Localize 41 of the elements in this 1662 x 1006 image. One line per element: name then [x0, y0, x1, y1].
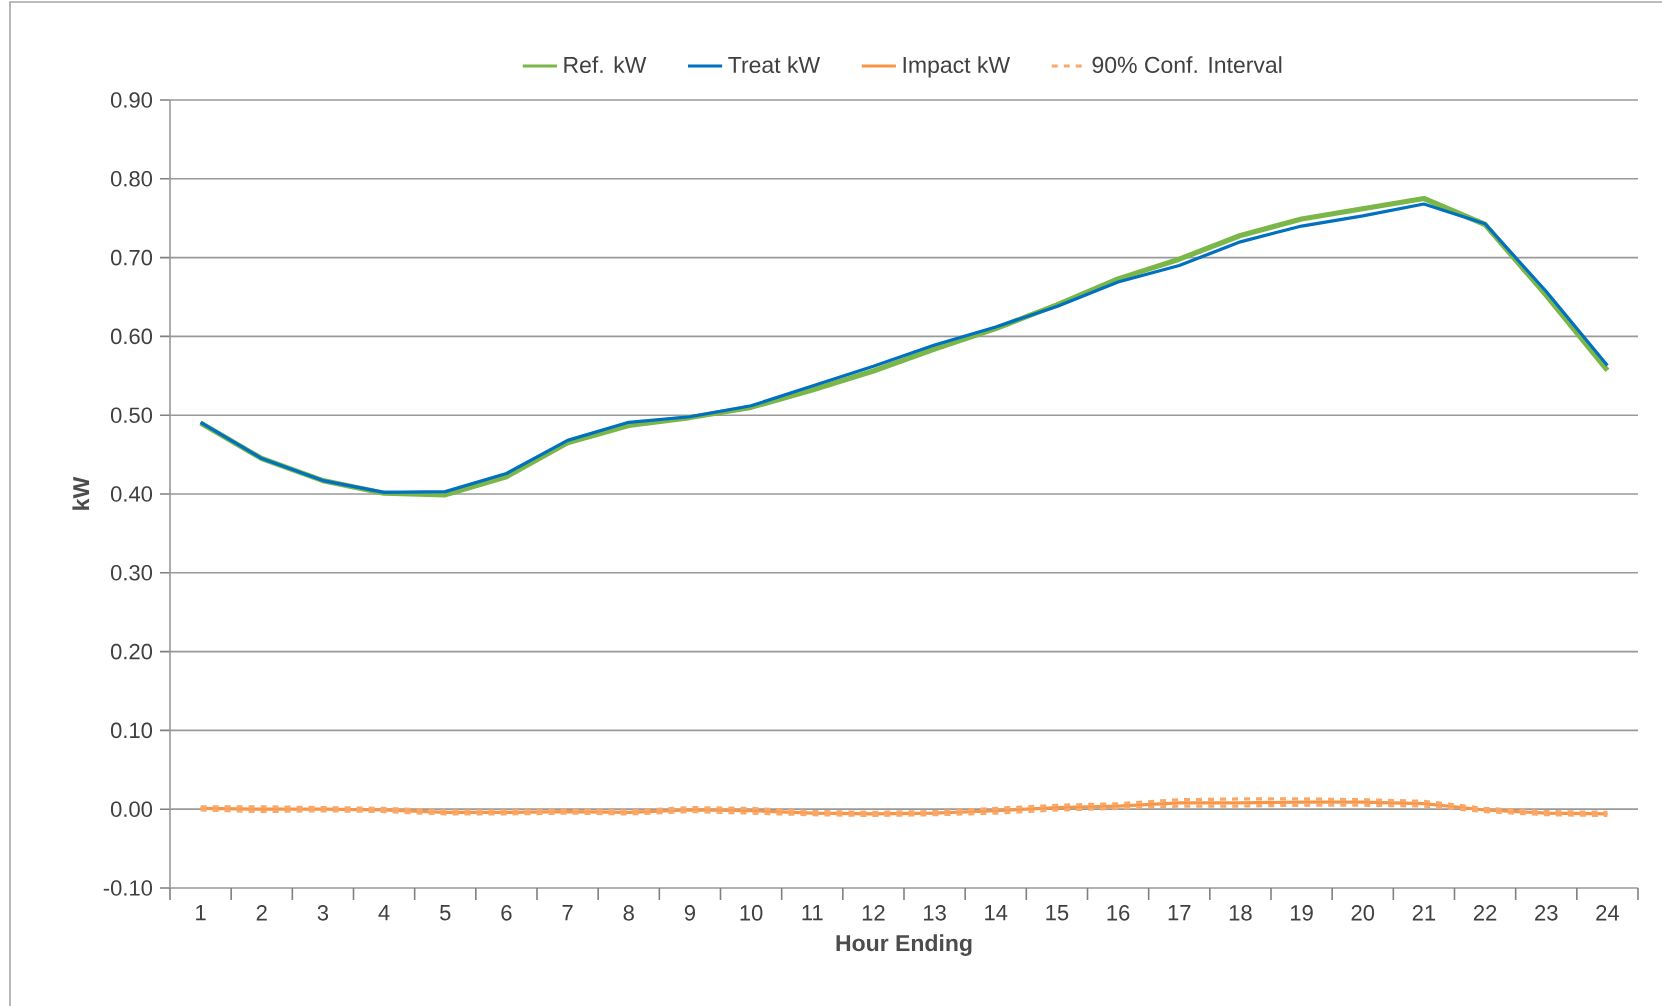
legend-label: Impact kW — [903, 56, 1011, 78]
y-tick-label: 0.60 — [110, 328, 153, 345]
y-tick-label: 0.80 — [110, 171, 153, 187]
y-tick-label: 0.20 — [110, 643, 153, 660]
x-tick-label: 6 — [501, 905, 512, 921]
y-tick-label: 0.70 — [110, 249, 153, 266]
x-tick-label: 4 — [378, 905, 390, 921]
x-tick-label: 10 — [740, 905, 763, 921]
x-tick-label: 18 — [1229, 905, 1252, 921]
x-tick-label: 8 — [623, 905, 634, 921]
x-tick-label: 13 — [924, 905, 946, 921]
x-tick-label: 15 — [1046, 905, 1069, 921]
y-tick-label: 0.00 — [110, 801, 153, 817]
x-tick-label: 20 — [1351, 905, 1375, 921]
x-tick-label: 12 — [862, 905, 885, 921]
x-tick-label: 14 — [985, 905, 1008, 921]
x-tick-label: 1 — [196, 905, 206, 921]
x-tick-label: 21 — [1412, 905, 1436, 921]
legend-label: Treat kW — [728, 56, 821, 74]
x-axis-title: Hour Ending — [836, 934, 972, 956]
x-tick-label: 16 — [1107, 905, 1130, 921]
x-tick-label: 24 — [1596, 905, 1619, 921]
x-tick-label: 5 — [440, 905, 451, 921]
y-tick-label: 0.40 — [110, 486, 153, 502]
y-tick-label: 0.10 — [110, 722, 153, 739]
x-tick-label: 23 — [1535, 905, 1558, 921]
y-tick-label: 0.90 — [110, 92, 153, 108]
x-tick-label: 19 — [1291, 905, 1313, 921]
y-tick-label: 0.50 — [110, 407, 153, 423]
x-tick-label: 2 — [256, 905, 267, 921]
legend-label: 90% Conf. Interval — [1092, 56, 1282, 74]
y-tick-label: -0.10 — [103, 880, 153, 896]
x-tick-label: 17 — [1168, 905, 1191, 921]
x-tick-label: 7 — [562, 905, 573, 921]
legend-label: Ref. kW — [564, 56, 647, 74]
y-tick-label: 0.30 — [110, 565, 153, 581]
x-tick-label: 11 — [802, 905, 823, 921]
x-tick-label: 3 — [317, 905, 329, 921]
x-tick-label: 9 — [684, 905, 695, 921]
x-tick-label: 22 — [1473, 905, 1497, 921]
y-axis-title: kW — [72, 476, 90, 510]
